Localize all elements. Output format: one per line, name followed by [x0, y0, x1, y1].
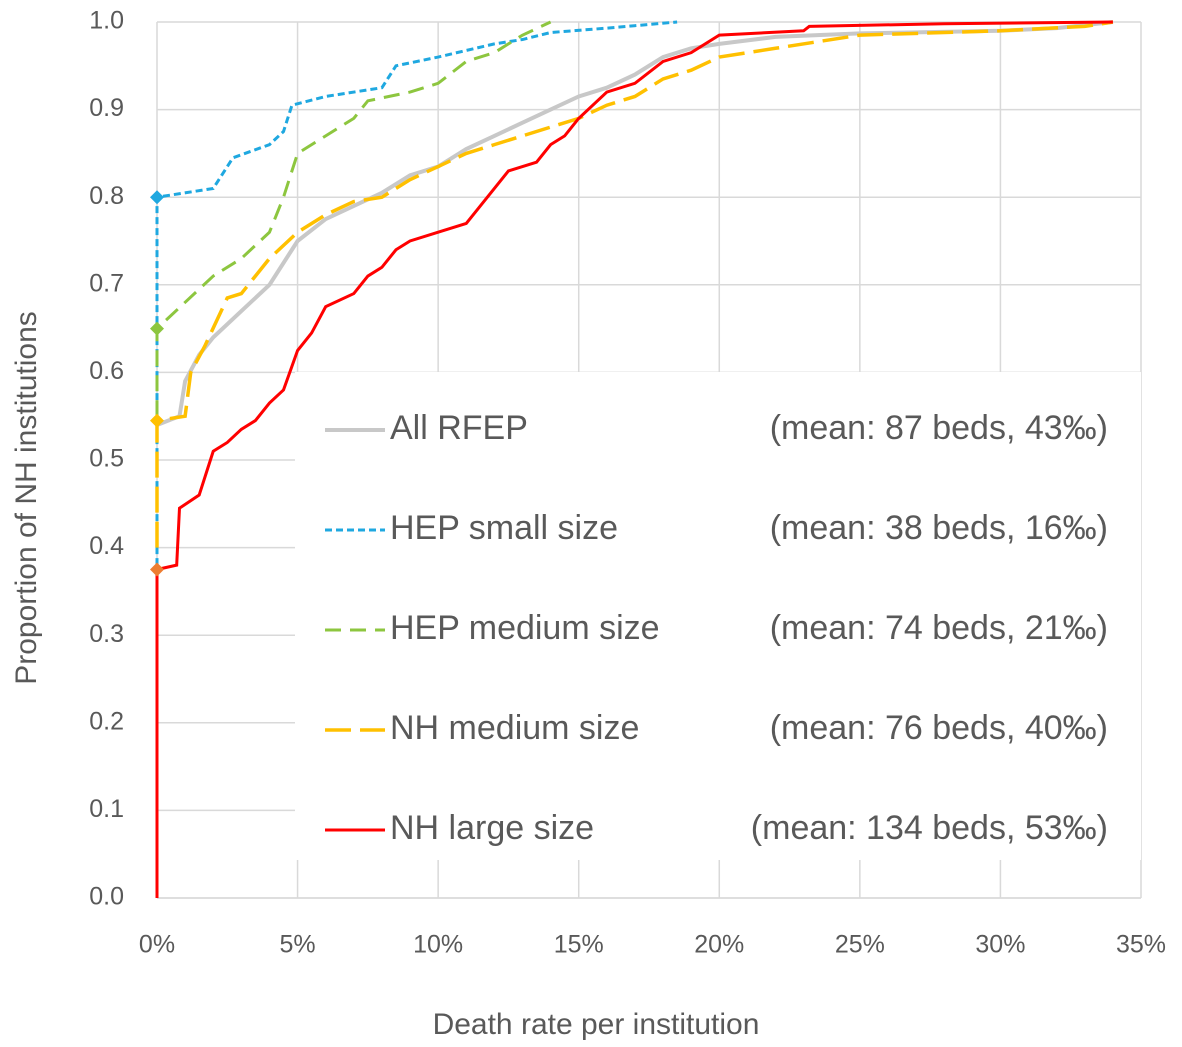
x-tick-label: 20% — [694, 931, 744, 959]
y-tick-label: 1.0 — [89, 7, 124, 35]
y-tick-label: 0.8 — [89, 182, 124, 210]
legend-note: (mean: 76 beds, 40‰) — [770, 709, 1108, 747]
y-tick-label: 0.2 — [89, 707, 124, 735]
line — [155, 20, 552, 417]
marker — [150, 190, 164, 205]
legend: All RFEP (mean: 87 beds, 43‰) HEP small si… — [295, 372, 1141, 860]
x-tick-label: 30% — [975, 931, 1025, 959]
line — [155, 20, 1113, 898]
y-tick-label: 0.7 — [89, 269, 124, 297]
legend-label: NH large size — [390, 809, 594, 847]
y-tick-label: 0.5 — [89, 445, 124, 473]
y-tick-label: 0.0 — [89, 883, 124, 911]
legend-label: NH medium size — [390, 709, 639, 747]
y-tick-label: 0.1 — [89, 795, 124, 823]
y-tick-label: 0.6 — [89, 357, 124, 385]
legend-label: All RFEP — [390, 409, 528, 447]
y-tick-label: 0.3 — [89, 620, 124, 648]
line — [155, 20, 1114, 548]
y-axis-label: Proportion of NH institutions — [10, 311, 43, 685]
line — [155, 20, 678, 566]
x-tick-label: 5% — [280, 931, 316, 959]
x-tick-label: 15% — [554, 931, 604, 959]
marker — [150, 321, 164, 336]
legend-note: (mean: 74 beds, 21‰) — [770, 609, 1108, 647]
legend-label: HEP medium size — [390, 609, 660, 647]
legend-note: (mean: 87 beds, 43‰) — [770, 409, 1108, 447]
x-tick-label: 10% — [413, 931, 463, 959]
y-tick-label: 0.9 — [89, 94, 124, 122]
legend-box — [295, 372, 1141, 860]
legend-label: HEP small size — [390, 509, 618, 547]
y-tick-label: 0.4 — [89, 532, 124, 560]
legend-note: (mean: 38 beds, 16‰) — [770, 509, 1108, 547]
x-tick-label: 0% — [139, 931, 175, 959]
legend-note: (mean: 134 beds, 53‰) — [751, 809, 1108, 847]
x-tick-label: 25% — [835, 931, 885, 959]
marker — [150, 413, 164, 428]
x-tick-label: 35% — [1116, 931, 1166, 959]
marker — [150, 562, 164, 577]
line — [156, 20, 1114, 427]
x-axis-label: Death rate per institution — [433, 1008, 760, 1041]
